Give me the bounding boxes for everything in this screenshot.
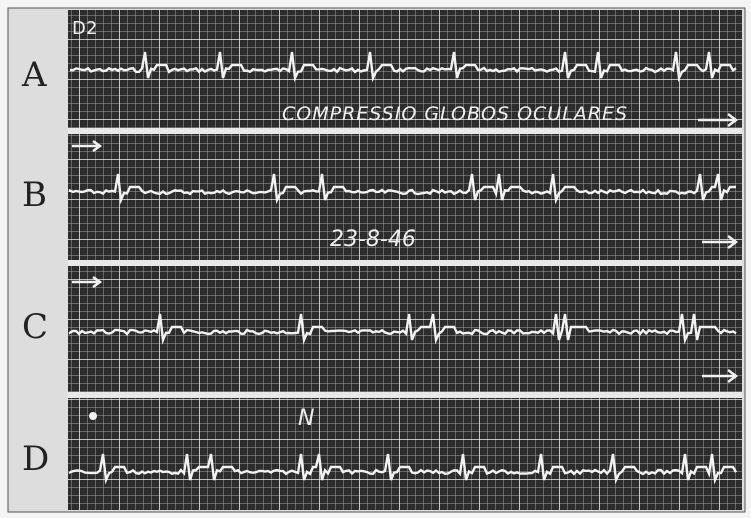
strip-label: C xyxy=(22,307,48,347)
lead-label: D2 xyxy=(72,18,97,39)
strip-label: A xyxy=(21,55,47,95)
separator xyxy=(68,260,742,266)
procedure-note: COMPRESSIO GLOBOS OCULARES xyxy=(282,103,628,125)
dot xyxy=(89,412,97,420)
strip-label: B xyxy=(22,175,47,215)
ecg-photo: D2 A B C D COMPRESSIO GLOBOS OCULARES 23… xyxy=(0,0,751,518)
strip-label: D xyxy=(22,439,49,479)
marker-note: N xyxy=(298,406,314,431)
separator xyxy=(68,128,742,134)
date-note: 23-8-46 xyxy=(330,227,416,252)
separator xyxy=(68,392,742,398)
